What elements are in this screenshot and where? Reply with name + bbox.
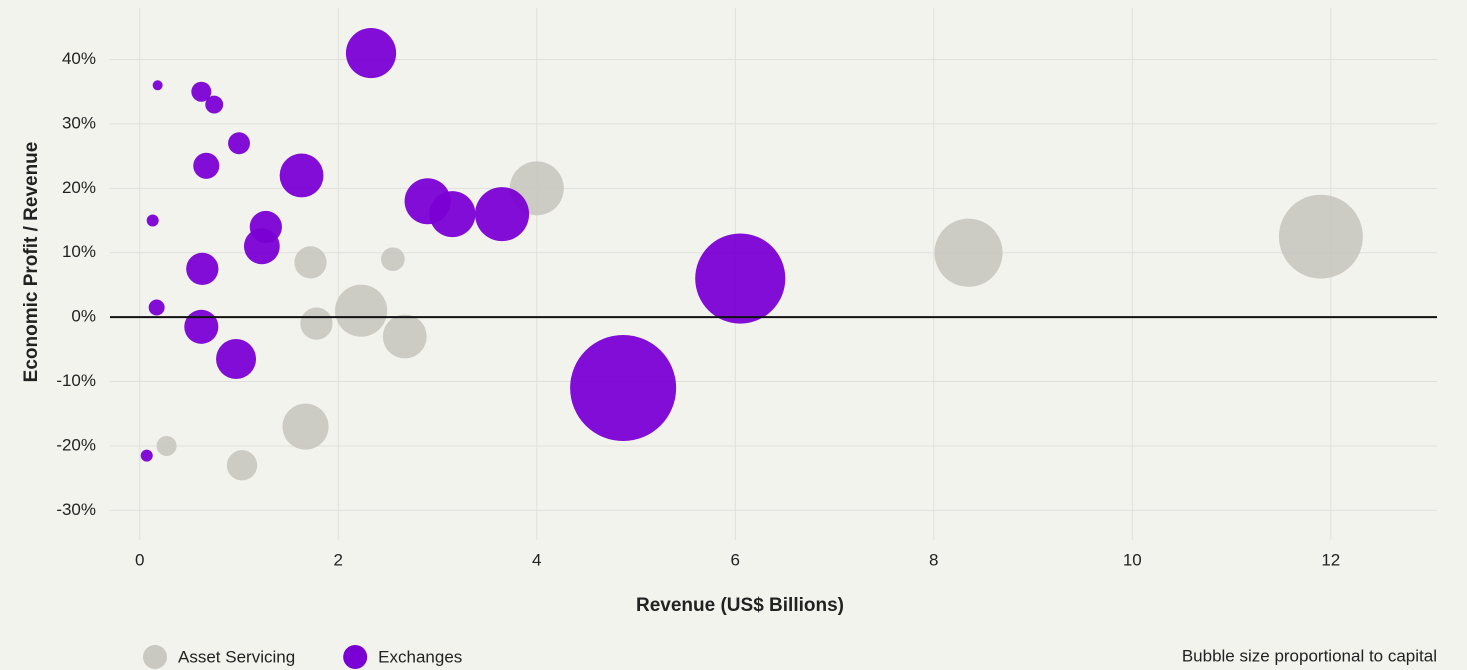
y-tick-label: -10% — [56, 371, 96, 390]
bubble — [1278, 194, 1363, 279]
legend-swatch — [343, 645, 368, 669]
bubble — [429, 191, 476, 238]
x-tick-label: 10 — [1123, 550, 1142, 569]
bubble — [156, 435, 177, 456]
bubble — [934, 218, 1003, 287]
x-tick-label: 6 — [731, 550, 740, 569]
bubble — [191, 81, 212, 102]
bubble — [300, 307, 333, 340]
note: Bubble size proportional to capital — [1182, 646, 1437, 665]
x-tick-label: 8 — [929, 550, 938, 569]
legend-label: Asset Servicing — [178, 647, 295, 666]
bubble — [186, 252, 219, 285]
y-tick-label: -30% — [56, 500, 96, 519]
bubble — [228, 132, 250, 155]
x-tick-label: 2 — [334, 550, 343, 569]
bubble — [382, 314, 427, 359]
legend-swatch — [143, 645, 167, 669]
bubble — [184, 309, 219, 344]
y-tick-label: 30% — [62, 113, 96, 132]
bubble — [243, 228, 280, 265]
bubble — [193, 152, 220, 179]
bubble — [140, 449, 153, 462]
bubble — [475, 187, 530, 242]
bubble — [226, 450, 258, 481]
bubble — [335, 284, 388, 337]
bubble — [695, 233, 786, 324]
y-axis-title: Economic Profit / Revenue — [21, 142, 42, 383]
bubble — [205, 95, 224, 114]
bubble — [148, 299, 165, 316]
y-tick-label: 0% — [71, 307, 96, 326]
bubble — [282, 403, 329, 450]
bubble — [216, 339, 257, 380]
x-tick-label: 4 — [532, 550, 541, 569]
x-axis-title: Revenue (US$ Billions) — [636, 595, 844, 616]
x-tick-label: 12 — [1321, 550, 1340, 569]
bubble — [152, 80, 163, 91]
bubbles — [140, 27, 1363, 481]
x-tick-label: 0 — [135, 550, 144, 569]
bubble — [279, 153, 324, 198]
y-tick-label: 10% — [62, 242, 96, 261]
y-tick-label: 20% — [62, 178, 96, 197]
bubble — [381, 247, 405, 272]
bubble — [570, 334, 677, 442]
y-tick-label: 40% — [62, 49, 96, 68]
legend-label: Exchanges — [378, 647, 462, 666]
y-tick-label: -20% — [56, 435, 96, 454]
bubble — [345, 27, 397, 79]
bubble — [146, 214, 159, 227]
bubble — [294, 246, 327, 279]
